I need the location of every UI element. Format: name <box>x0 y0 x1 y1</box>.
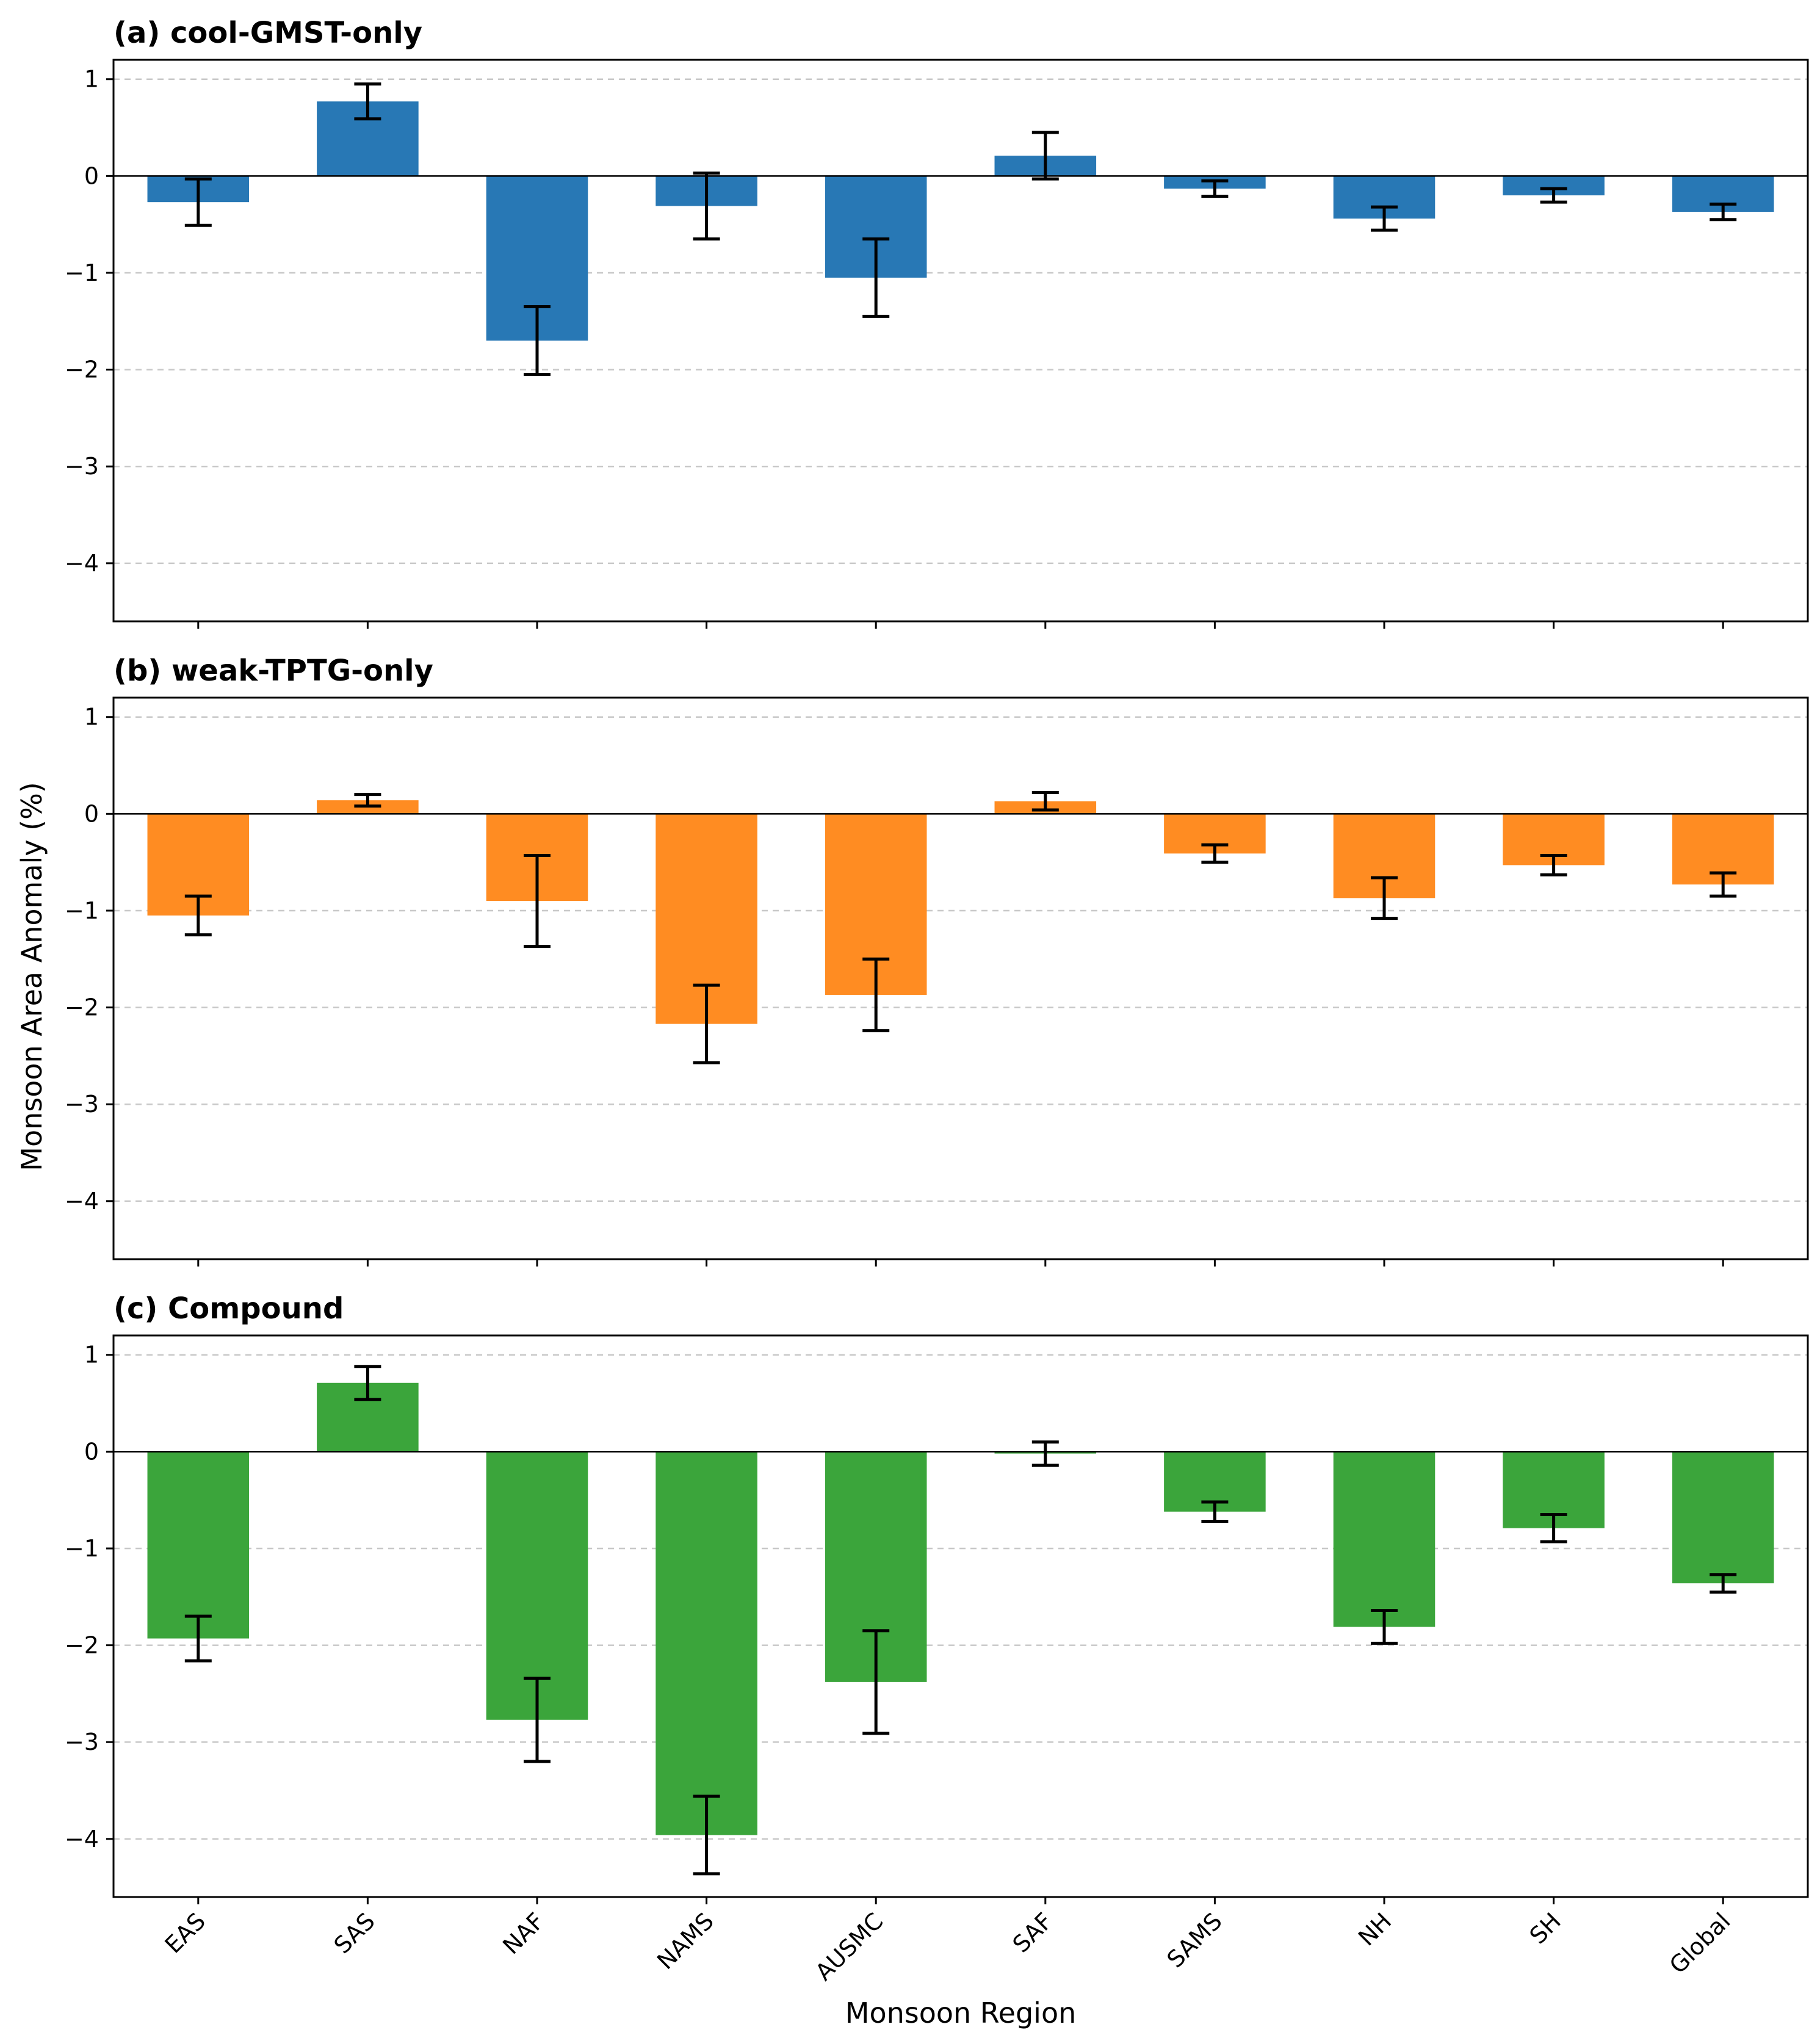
y-tick-label: −3 <box>65 1091 99 1118</box>
y-tick-label: −3 <box>65 453 99 480</box>
x-tick-label: SH <box>1525 1907 1566 1949</box>
panel-1: (a) cool-GMST-only 1 0 −1 −2 −3 −4 <box>65 16 1809 629</box>
y-tick-label: 1 <box>84 1342 99 1368</box>
x-tick-label: NAMS <box>652 1907 719 1975</box>
x-tick-label: AUSMC <box>810 1907 888 1986</box>
plot-frame <box>112 696 1809 1260</box>
x-axis-label: Monsoon Region <box>845 1996 1077 2029</box>
x-tick-label: SAS <box>329 1907 380 1959</box>
bar-global <box>1672 1451 1774 1584</box>
bar-eas <box>147 1451 250 1639</box>
panel-3: (c) Compound 1 0 −1 −2 −3 −4 EAS SAS NAF NAMS AUSMC… <box>65 1292 1809 1986</box>
panel-2: (b) weak-TPTG-only 1 0 −1 −2 −3 −4 <box>65 654 1809 1267</box>
x-tick-label: NH <box>1353 1907 1396 1951</box>
y-axis-label: Monsoon Area Anomaly (%) <box>15 782 48 1171</box>
y-tick-label: −3 <box>65 1729 99 1755</box>
y-tick-label: 0 <box>84 1438 99 1465</box>
panel-title: (c) Compound <box>114 1292 344 1326</box>
y-tick-label: −4 <box>65 1188 99 1215</box>
bar-nams <box>655 1451 757 1835</box>
panel-title: (b) weak-TPTG-only <box>114 654 433 688</box>
y-tick-label: −1 <box>65 897 99 924</box>
bar-nh <box>1333 1451 1435 1627</box>
x-tick-label: SAF <box>1008 1907 1058 1958</box>
y-tick-label: −1 <box>65 1535 99 1562</box>
x-tick-label: NAF <box>497 1907 549 1959</box>
y-tick-label: −2 <box>65 356 99 383</box>
x-tick-label: EAS <box>160 1907 211 1959</box>
x-tick-label: SAMS <box>1161 1907 1227 1973</box>
bar-naf <box>486 1451 588 1720</box>
y-tick-label: −4 <box>65 1826 99 1852</box>
y-tick-label: −1 <box>65 259 99 286</box>
panel-title: (a) cool-GMST-only <box>114 16 422 50</box>
y-tick-label: −2 <box>65 994 99 1021</box>
plot-frame <box>112 1334 1809 1898</box>
y-tick-label: 1 <box>84 66 99 93</box>
y-tick-label: −4 <box>65 550 99 577</box>
plot-frame <box>112 59 1809 623</box>
y-tick-label: −2 <box>65 1632 99 1659</box>
y-tick-label: 0 <box>84 800 99 827</box>
x-tick-label: Global <box>1664 1907 1736 1979</box>
y-tick-label: 0 <box>84 162 99 189</box>
y-tick-label: 1 <box>84 704 99 731</box>
